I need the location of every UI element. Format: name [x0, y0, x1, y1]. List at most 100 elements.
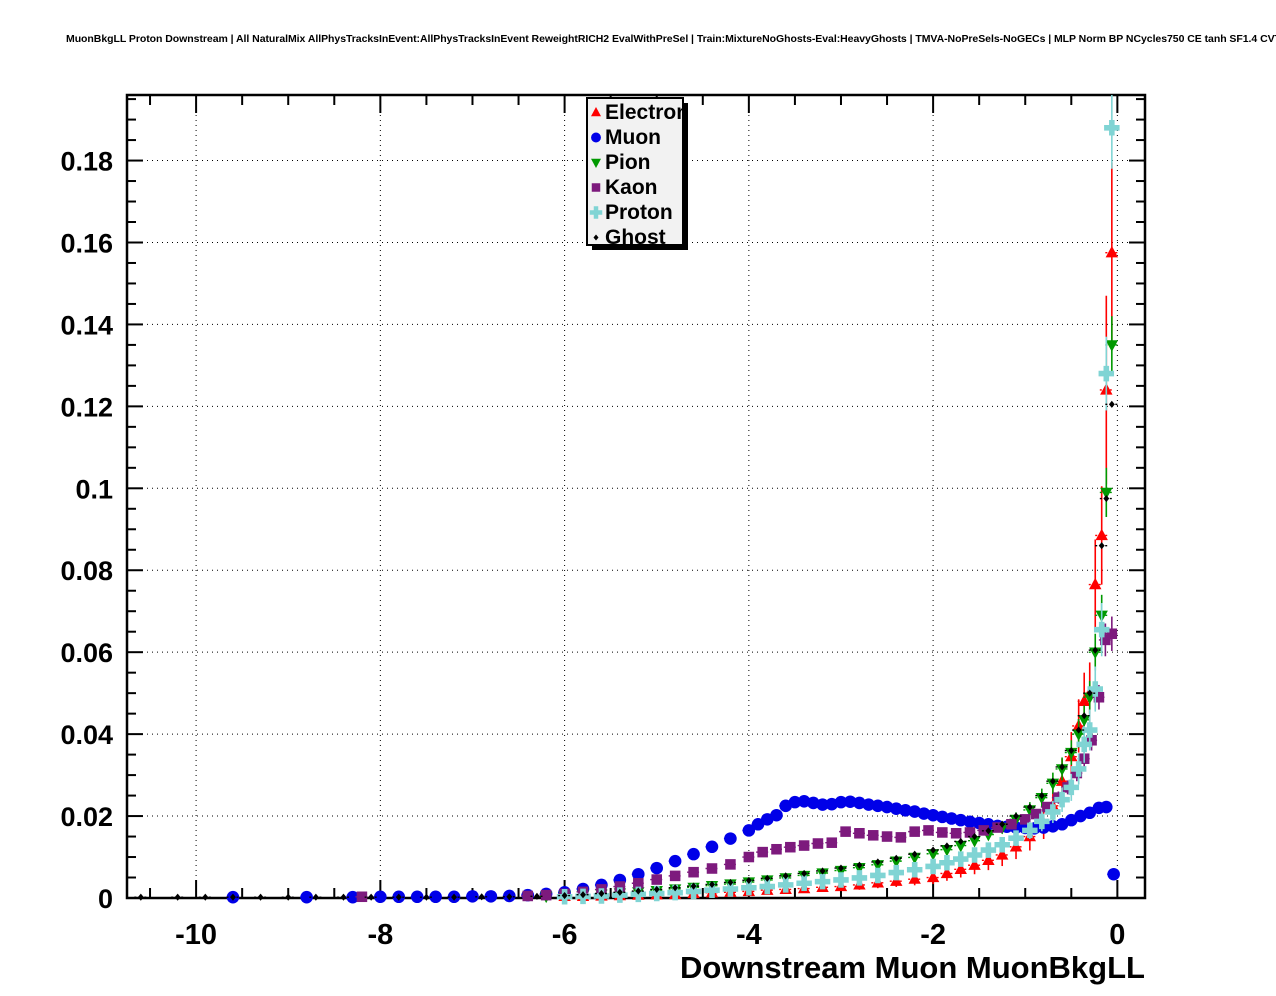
data-point-marker	[1089, 577, 1102, 590]
data-point-marker	[506, 893, 513, 901]
data-point-marker	[930, 846, 937, 854]
data-point-marker	[368, 893, 375, 901]
legend-box[interactable]	[586, 97, 684, 246]
data-point-marker	[911, 850, 918, 858]
data-point-marker	[429, 890, 442, 904]
data-point-marker	[1076, 736, 1092, 753]
data-point-marker	[202, 893, 209, 901]
data-point-marker	[1100, 634, 1111, 646]
data-point-marker	[722, 881, 739, 897]
data-point-marker	[540, 889, 552, 901]
data-point-marker	[966, 847, 983, 863]
data-point-marker	[466, 890, 479, 903]
data-point-marker	[1070, 761, 1087, 777]
data-point-marker	[1034, 813, 1050, 830]
data-point-marker	[980, 842, 997, 858]
legend-entry-kaon[interactable]: Kaon	[591, 176, 658, 199]
legend-entry-electron[interactable]: Electron	[591, 101, 689, 124]
legend-label: Electron	[605, 101, 689, 124]
data-point-marker	[1095, 528, 1108, 541]
legend-entry-proton[interactable]: Proton	[589, 201, 673, 224]
data-point-marker	[833, 872, 849, 888]
data-point-marker	[688, 866, 699, 878]
axis-title-layer: Downstream Muon MuonBkgLL	[680, 950, 1145, 985]
data-point-marker	[851, 870, 868, 886]
data-point-marker	[687, 847, 700, 861]
data-point-marker	[1008, 830, 1024, 846]
data-point-marker	[777, 877, 794, 893]
legend-label: Muon	[605, 126, 661, 149]
data-series-layer	[134, 95, 1121, 905]
data-point-marker	[669, 870, 681, 882]
y-tick-label: 0.18	[60, 147, 113, 177]
data-point-marker	[1023, 805, 1037, 817]
data-point-marker	[814, 873, 831, 890]
legend-entry-pion[interactable]: Pion	[591, 151, 651, 174]
data-point-marker	[798, 840, 810, 851]
data-point-marker	[985, 827, 992, 835]
data-point-marker	[1100, 487, 1113, 500]
legend-entry-ghost[interactable]: Ghost	[593, 226, 666, 249]
data-point-marker	[591, 132, 601, 143]
data-point-marker	[1093, 691, 1105, 703]
series-ghost	[134, 400, 1119, 901]
data-point-marker	[943, 842, 950, 850]
data-point-marker	[893, 854, 900, 862]
y-tick-label: 0.16	[60, 228, 113, 258]
data-point-marker	[1031, 808, 1042, 820]
x-tick-label: -2	[920, 919, 946, 951]
data-point-marker	[1049, 777, 1056, 785]
data-point-marker	[843, 795, 857, 808]
data-point-marker	[856, 861, 863, 869]
data-point-marker	[451, 893, 457, 901]
data-point-marker	[909, 826, 920, 837]
legend-label: Kaon	[605, 176, 658, 199]
data-point-marker	[770, 808, 783, 822]
data-point-marker	[709, 880, 715, 889]
data-point-marker	[690, 882, 697, 890]
data-point-marker	[743, 851, 755, 863]
data-point-marker	[840, 826, 851, 837]
x-tick-label: -6	[552, 919, 578, 951]
data-point-marker	[954, 862, 967, 874]
data-point-marker	[1103, 494, 1110, 503]
legend-entry-muon[interactable]: Muon	[591, 126, 661, 149]
data-point-marker	[685, 883, 702, 900]
data-point-marker	[1092, 646, 1099, 654]
data-point-marker	[940, 866, 954, 879]
data-point-marker	[826, 837, 838, 848]
data-point-marker	[1019, 814, 1031, 825]
data-point-marker	[522, 890, 534, 902]
data-point-marker	[908, 852, 921, 865]
data-point-marker	[996, 848, 1009, 860]
data-point-marker	[137, 893, 144, 901]
legend-label: Pion	[605, 151, 651, 174]
data-point-marker	[939, 855, 955, 871]
data-point-marker	[925, 858, 941, 875]
data-point-marker	[874, 858, 881, 866]
series-electron	[558, 162, 1119, 902]
data-point-marker	[957, 837, 964, 846]
data-point-marker	[862, 798, 875, 811]
data-point-marker	[890, 856, 903, 868]
data-point-marker	[751, 817, 765, 831]
y-tick-label: 0.02	[60, 802, 113, 832]
y-tick-label: 0.1	[75, 474, 113, 504]
data-point-marker	[899, 804, 912, 817]
data-point-marker	[971, 832, 978, 841]
data-point-marker	[285, 893, 292, 901]
data-point-marker	[257, 893, 264, 901]
y-tick-label: 0.08	[60, 556, 113, 586]
data-point-marker	[653, 885, 660, 893]
data-point-marker	[968, 835, 981, 848]
data-point-marker	[871, 799, 885, 813]
data-point-marker	[1106, 628, 1118, 640]
data-point-marker	[950, 827, 962, 839]
data-point-marker	[591, 107, 601, 117]
data-point-marker	[230, 893, 236, 901]
data-point-marker	[725, 859, 736, 870]
data-point-marker	[635, 887, 642, 895]
data-point-marker	[854, 827, 865, 839]
data-point-marker	[632, 867, 645, 881]
